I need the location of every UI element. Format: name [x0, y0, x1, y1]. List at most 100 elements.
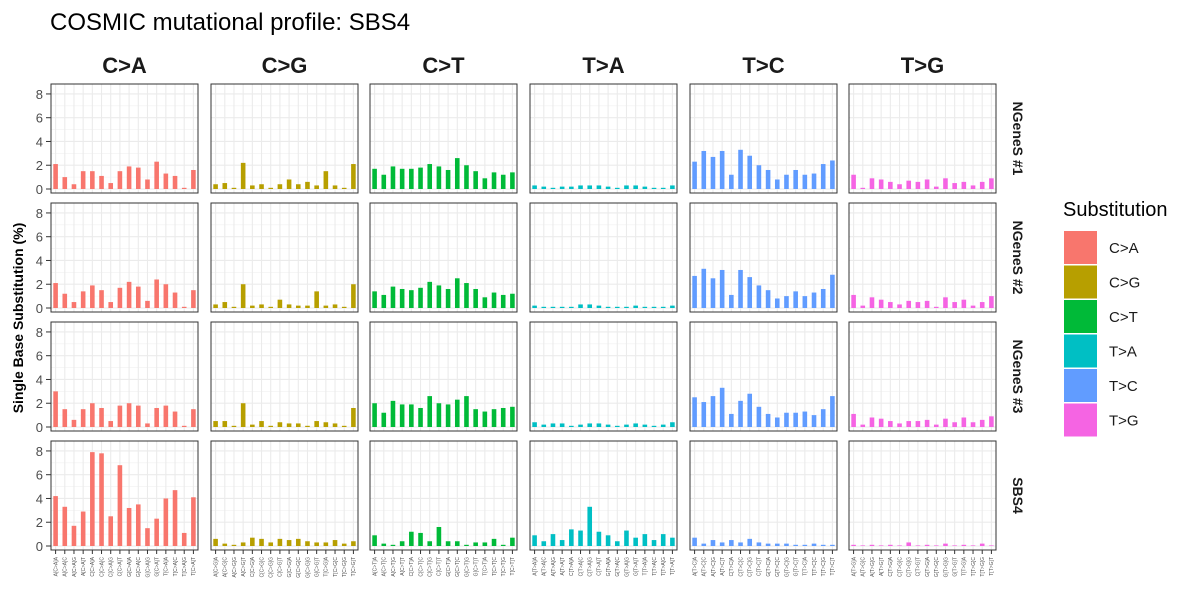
bar	[747, 538, 753, 546]
legend-label-t-to-g: T>G	[1109, 413, 1139, 430]
bar	[979, 419, 985, 427]
x-tick-label: A[C>G]T	[241, 557, 247, 577]
bar	[332, 540, 338, 546]
bar	[314, 185, 319, 189]
bar	[500, 294, 506, 308]
bar	[510, 293, 515, 308]
bar	[729, 294, 734, 308]
bar	[869, 297, 875, 308]
x-tick-label: C[T>C]C	[738, 557, 744, 577]
bar	[163, 284, 169, 308]
bar	[970, 545, 976, 547]
x-tick-label: G[T>G]C	[934, 557, 940, 578]
panel-sbs4-t-to-g: A[T>G]A A[T>G]C A[T>G]G A[T>G]T C[T>G]A C[T>G…	[848, 440, 997, 578]
bar	[970, 422, 976, 427]
bar	[191, 497, 196, 546]
bar	[399, 404, 405, 427]
bar	[830, 274, 835, 308]
bar	[897, 304, 902, 308]
x-tick-label: G[C>G]A	[287, 556, 293, 577]
bar	[332, 185, 338, 189]
bar	[541, 306, 547, 308]
bar	[811, 173, 817, 189]
bar	[605, 424, 611, 427]
bar	[596, 305, 602, 308]
bar	[163, 173, 169, 189]
bar	[701, 543, 707, 546]
bar	[933, 424, 939, 427]
panel-ngenes-3-t-to-g	[848, 321, 997, 432]
bar	[90, 403, 95, 427]
bar	[642, 534, 648, 546]
bar	[860, 187, 866, 189]
bar	[436, 526, 442, 546]
bar	[351, 164, 356, 189]
bar	[231, 187, 237, 189]
bar	[163, 498, 169, 546]
y-tick-label: 6	[36, 349, 43, 364]
x-tick-label: A[C>T]A	[372, 556, 378, 576]
bar	[924, 300, 930, 308]
facet-panels: C>A C>G C>T T>A T>C T>G NGeneS #1 NGeneS #2 NGen…	[36, 53, 1026, 578]
x-tick-label: A[C>A]T	[81, 557, 87, 576]
bar	[765, 413, 771, 427]
bar	[445, 169, 451, 189]
bar	[62, 177, 68, 189]
panel-sbs4-c-to-t: A[C>T]A A[C>T]C A[C>T]G A[C>T]T C[C>T]A C[C>T…	[369, 440, 518, 577]
bar	[259, 538, 264, 546]
bar	[820, 544, 826, 546]
bar	[670, 537, 675, 546]
bar	[454, 158, 460, 189]
bar	[145, 528, 150, 546]
bar	[729, 540, 734, 546]
panel-sbs4-t-to-c: A[T>C]A A[T>C]C A[T>C]G A[T>C]T C[T>C]A C[T>C…	[689, 440, 838, 577]
bar	[578, 304, 583, 308]
bar	[464, 396, 469, 427]
bar	[897, 545, 902, 547]
panel-ngenes-2-c-to-g	[210, 202, 359, 313]
panel-ngenes-1-c-to-t	[369, 83, 518, 194]
x-tick-label: G[T>C]T	[793, 557, 799, 576]
y-tick-label: 8	[36, 206, 43, 221]
x-tick-label: T[T>C]C	[812, 557, 818, 576]
legend-key-t-to-c	[1064, 369, 1097, 402]
bar	[756, 406, 762, 427]
bar	[802, 411, 808, 427]
bar	[532, 185, 537, 189]
bar	[482, 411, 488, 427]
legend-key-c-to-g	[1064, 265, 1097, 299]
x-tick-label: G[C>G]C	[296, 557, 302, 578]
bar	[906, 421, 912, 427]
bar	[277, 538, 283, 546]
x-tick-label: C[T>A]T	[597, 557, 603, 576]
bar	[614, 425, 620, 427]
panel-ngenes-3-t-to-a	[529, 321, 678, 432]
bar	[154, 518, 159, 546]
bar	[240, 162, 246, 189]
bar	[250, 537, 255, 546]
bar	[793, 169, 798, 189]
bar	[53, 496, 58, 546]
bar	[473, 288, 478, 308]
bar	[213, 538, 218, 546]
bar	[314, 542, 319, 546]
legend: Substitution C>A C>G C>T T>A T>C T>G	[1063, 199, 1168, 437]
bar	[154, 161, 159, 189]
x-tick-label: C[T>A]G	[588, 557, 594, 577]
bar	[314, 421, 319, 427]
x-tick-label: G[T>C]A	[766, 556, 772, 576]
bar	[642, 306, 648, 308]
bar	[259, 184, 264, 189]
bar	[811, 415, 817, 427]
bar	[765, 290, 771, 308]
bar	[381, 174, 387, 189]
bar	[436, 285, 442, 308]
bar	[436, 403, 442, 427]
bar	[172, 175, 178, 189]
bar	[660, 187, 666, 189]
panel-background	[849, 441, 996, 550]
bar	[473, 171, 478, 189]
bar	[924, 419, 930, 427]
bar	[295, 423, 301, 427]
bar	[943, 543, 948, 546]
